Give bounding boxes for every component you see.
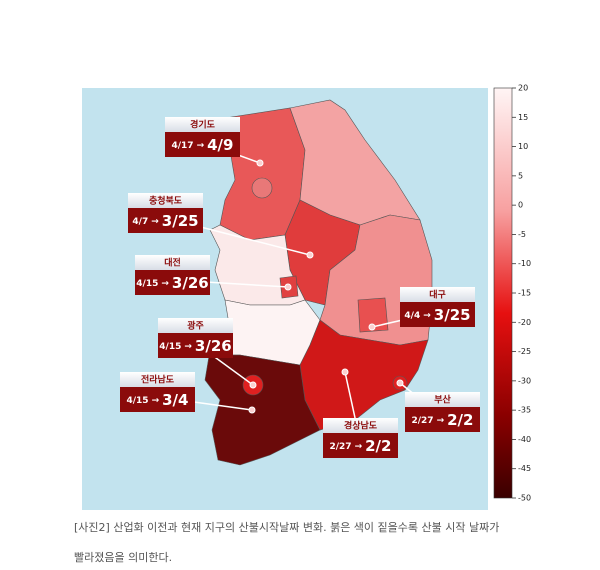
date-from: 4/7 [132,217,148,227]
seoul [251,177,273,199]
colorbar-tick-label: -40 [518,435,531,444]
arrow: → [355,442,363,452]
colorbar-tick-label: -50 [518,494,531,503]
colorbar-tick-label: -45 [518,464,531,473]
region-name: 경상남도 [344,420,378,432]
colorbar-tick-label: -20 [518,318,531,327]
date-from: 2/27 [330,442,352,452]
date-change: 4/15 → 3/4 [127,391,189,409]
leader-dot [248,406,256,414]
date-change: 4/15 → 3/26 [136,274,208,292]
colorbar-tick-label: 0 [518,201,523,210]
region-name: 전라남도 [141,374,175,386]
label-header [135,255,210,270]
date-from: 4/15 [127,396,149,406]
colorbar-tick-label: -10 [518,259,531,268]
label-header [323,418,398,433]
label-body [128,208,203,233]
date-to: 2/2 [365,437,391,455]
label-body [120,387,195,412]
date-change: 4/17 → 4/9 [172,136,234,154]
arrow: → [152,396,160,406]
colorbar-tick-label: -15 [518,289,531,298]
colorbar [493,87,513,499]
date-to: 3/4 [162,391,188,409]
date-from: 4/4 [404,311,420,321]
jeonnam [204,349,321,466]
arrow: → [151,217,159,227]
colorbar-ticks: 20 15 10 5 0 -5 -10 -15 -20 -25 -30 -35 -40 -45 -50 [512,84,531,503]
label-header [120,372,195,387]
colorbar-tick-label: -25 [518,347,531,356]
leader-dot [341,368,349,376]
colorbar-tick-label: 15 [518,113,528,122]
colorbar-tick-label: 20 [518,84,528,93]
arrow: → [437,416,445,426]
date-to: 3/26 [172,274,209,292]
caption-line: 빨라졌음을 의미한다. [74,551,173,564]
label-header [165,117,240,132]
label-body [400,302,475,327]
region-name: 충청북도 [149,195,183,207]
label-body [158,333,233,358]
label-header [405,392,480,407]
date-to: 3/26 [195,337,232,355]
date-from: 2/27 [412,416,434,426]
arrow: → [197,141,205,151]
map-figure: 20 15 10 5 0 -5 -10 -15 -20 -25 -30 -35 -40 -45 -50 경기… [82,84,531,510]
region-name: 경기도 [190,119,216,131]
leader-dot [256,159,264,167]
label-header [128,193,203,208]
label-body [165,132,240,157]
region-name: 대전 [164,257,181,269]
label-body [135,270,210,295]
colorbar-tick-label: 10 [518,142,528,151]
leader-dot [306,251,314,259]
date-change: 4/15 → 3/26 [159,337,231,355]
colorbar-tick-label: -30 [518,376,531,385]
daegu [357,297,389,333]
date-to: 4/9 [207,136,233,154]
caption-line: [사진2] 산업화 이전과 현재 지구의 산불시작날짜 변화. 붉은 색이 짙을… [74,521,500,534]
date-from: 4/17 [172,141,194,151]
date-to: 2/2 [447,411,473,429]
date-to: 3/25 [434,306,471,324]
date-to: 3/25 [162,212,199,230]
label-body [405,407,480,432]
leader-dot [284,283,292,291]
leader-dot [249,381,257,389]
region-name: 광주 [187,320,204,332]
label-body [323,433,398,458]
date-change: 4/7 → 3/25 [132,212,198,230]
arrow: → [423,311,431,321]
date-change: 4/4 → 3/25 [404,306,470,324]
colorbar-tick-label: 5 [518,171,523,180]
region-name: 대구 [429,289,446,301]
leader-dot [368,323,376,331]
arrow: → [184,342,192,352]
date-from: 4/15 [136,279,158,289]
label-header [400,287,475,302]
leader-dot [396,379,404,387]
date-from: 4/15 [159,342,181,352]
date-change: 2/27 → 2/2 [330,437,392,455]
colorbar-tick-label: -5 [518,230,526,239]
arrow: → [161,279,169,289]
region-name: 부산 [434,394,451,406]
provinces [204,99,433,466]
colorbar-tick-label: -35 [518,406,531,415]
label-header [158,318,233,333]
date-change: 2/27 → 2/2 [412,411,474,429]
